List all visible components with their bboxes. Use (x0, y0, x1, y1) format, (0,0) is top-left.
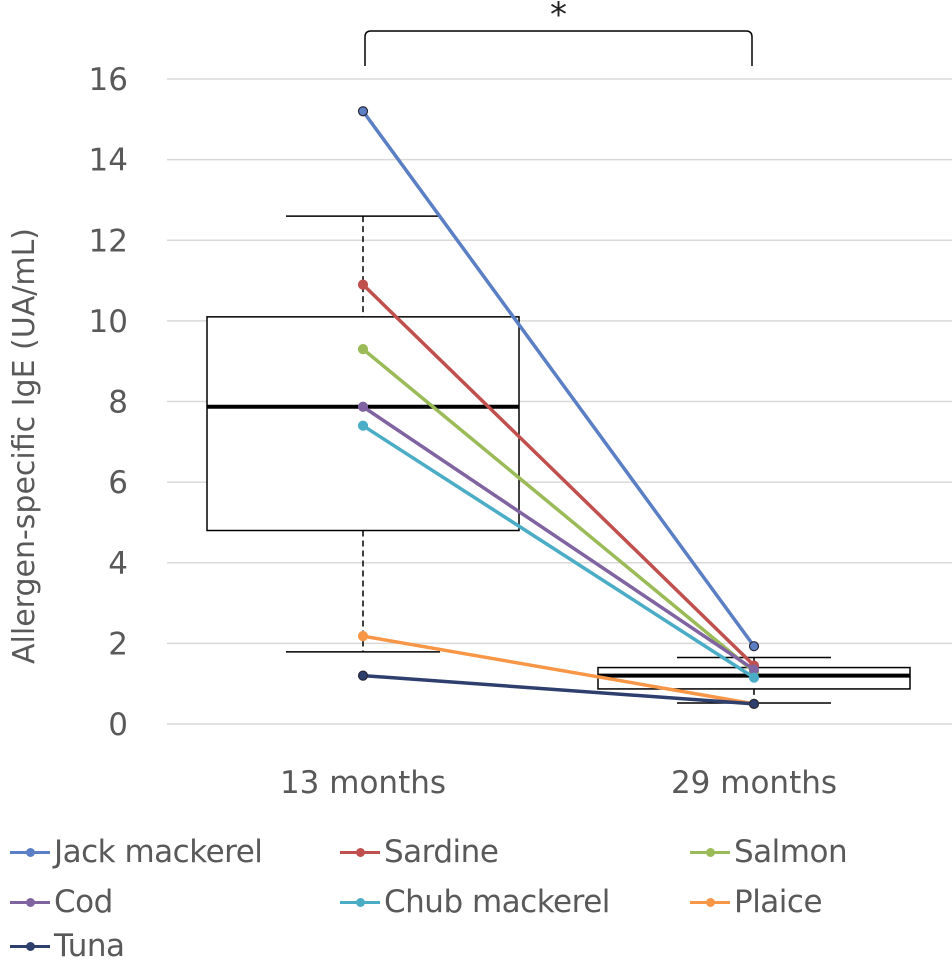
legend-marker-icon (10, 892, 50, 912)
series-line (361, 282, 756, 668)
significance-label: * (550, 0, 567, 35)
legend-label: Sardine (384, 834, 499, 870)
legend-item: Jack mackerel (10, 832, 263, 872)
data-point (357, 279, 369, 290)
y-tick-label: 10 (89, 304, 128, 340)
legend-item: Tuna (10, 926, 125, 966)
series-line (361, 347, 756, 674)
series-line (361, 423, 756, 680)
boxplots (206, 215, 911, 704)
legend-marker-icon (10, 936, 50, 956)
data-point (357, 106, 369, 117)
y-tick-label: 2 (108, 626, 128, 662)
data-point (357, 401, 369, 412)
series-tuna (357, 670, 760, 709)
data-point (748, 698, 760, 709)
data-point (357, 670, 369, 681)
legend-item: Chub mackerel (340, 882, 610, 922)
significance-bracket: * (364, 0, 753, 66)
legend-label: Salmon (734, 834, 848, 870)
series-line (361, 404, 756, 672)
y-tick-label: 0 (108, 707, 128, 743)
y-axis-ticks: 0 2 4 6 8 10 12 14 16 (89, 62, 128, 743)
legend-item: Plaice (690, 882, 823, 922)
legend-item: Cod (10, 882, 113, 922)
series-line (361, 673, 756, 706)
legend-label: Plaice (734, 884, 823, 920)
y-tick-label: 12 (89, 223, 128, 259)
legend-label: Chub mackerel (384, 884, 610, 920)
legend-item: Sardine (340, 832, 499, 872)
data-point (357, 343, 369, 355)
data-point (748, 672, 760, 683)
series-cod (357, 401, 760, 675)
y-tick-label: 8 (108, 385, 128, 421)
series-line (361, 109, 756, 648)
y-tick-label: 4 (108, 546, 128, 582)
series-chub-mackerel (357, 420, 760, 683)
legend-label: Tuna (54, 928, 125, 964)
x-category-label: 13 months (280, 765, 446, 801)
legend-marker-icon (340, 892, 380, 912)
x-axis-categories: 13 months 29 months (280, 765, 837, 801)
x-category-label: 29 months (671, 765, 837, 801)
legend-marker-icon (690, 842, 730, 862)
legend-label: Jack mackerel (54, 834, 263, 870)
data-point (748, 641, 760, 652)
legend-marker-icon (690, 892, 730, 912)
legend-marker-icon (10, 842, 50, 862)
chart: 0 2 4 6 8 10 12 14 16 Allergen-specific IgE (UA/… (7, 0, 952, 801)
legend-marker-icon (340, 842, 380, 862)
data-point (357, 631, 369, 642)
y-tick-label: 6 (108, 465, 128, 501)
y-tick-label: 14 (89, 143, 128, 179)
legend-item: Salmon (690, 832, 848, 872)
y-tick-label: 16 (89, 62, 128, 98)
bracket-line (364, 30, 753, 66)
series-lines (357, 106, 760, 709)
data-point (357, 420, 369, 431)
series-line (361, 634, 756, 706)
y-axis-title: Allergen-specific IgE (UA/mL) (7, 228, 42, 664)
series-jack-mackerel (357, 106, 760, 652)
legend-label: Cod (54, 884, 113, 920)
